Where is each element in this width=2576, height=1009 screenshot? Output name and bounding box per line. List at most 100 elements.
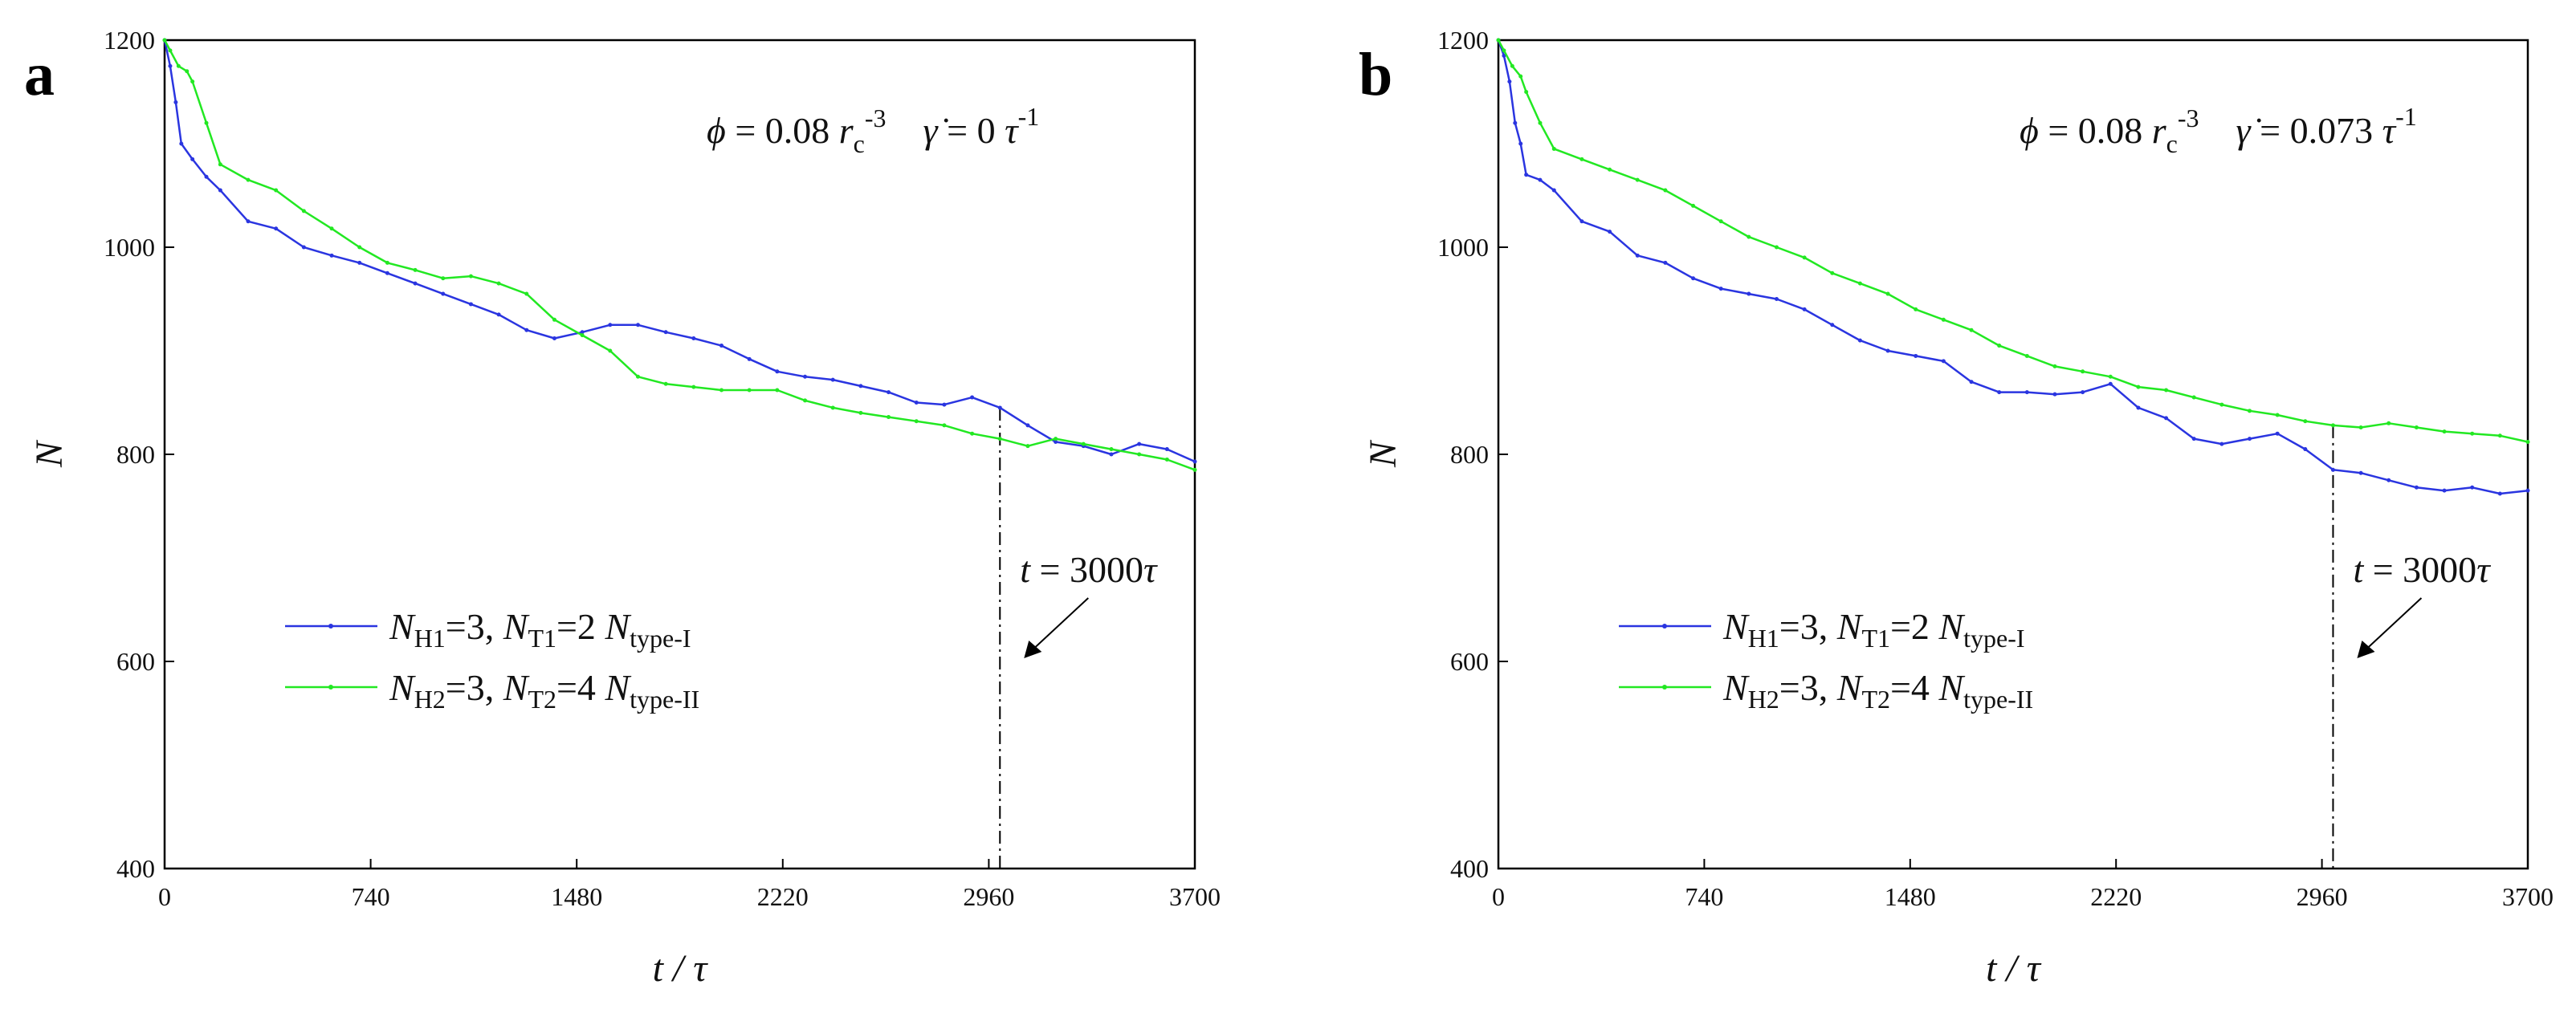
data-point [663,381,668,386]
data-point [2081,369,2085,374]
data-point [2330,423,2335,428]
legend-marker-1 [1662,624,1667,629]
data-point [2330,467,2335,472]
marker-arrow-head [2357,641,2375,658]
series-line-2 [163,39,1196,471]
data-point [1774,245,1779,250]
data-point [357,260,362,265]
data-point [2164,388,2169,393]
data-point [580,330,585,335]
x-tick-label: 740 [352,882,390,911]
data-point [580,333,585,338]
data-point [1137,441,1142,446]
data-point [274,226,279,231]
x-tick-label: 3700 [1169,882,1221,911]
data-point [914,401,919,405]
data-point [2470,431,2475,436]
x-tick-label: 0 [158,882,171,911]
data-point [524,328,529,332]
data-point [914,419,919,424]
legend-label-2: NH2=3, NT2=4 Ntype-II [1722,667,2033,714]
data-point [441,291,446,296]
data-point [887,390,891,395]
data-point [1857,281,1862,286]
data-point [1502,53,1506,58]
y-axis-label: N [1362,439,1404,468]
marker-arrow-head [1024,641,1042,658]
data-point [1109,447,1114,452]
data-point [1830,323,1835,328]
data-point [803,398,808,403]
x-tick-label: 2220 [757,882,809,911]
legend-marker-2 [1662,685,1667,690]
data-point [168,63,173,68]
data-point [2525,440,2530,445]
data-point [942,402,947,407]
data-point [1579,219,1584,224]
data-point [691,384,696,389]
x-axis-label: t / τ [1986,947,2042,990]
data-point [1054,440,1058,445]
legend-label-1: NH1=3, NT1=2 Ntype-I [389,606,691,653]
data-point [775,388,780,393]
data-point [1691,276,1696,281]
x-tick-label: 2960 [963,882,1014,911]
data-point [1538,120,1543,125]
data-point [2191,437,2196,441]
data-point [1857,338,1862,343]
data-point [1538,177,1543,182]
data-point [1802,307,1807,311]
data-point [1969,328,1974,332]
y-tick-label: 600 [116,647,155,676]
data-point [997,405,1002,410]
x-tick-label: 1480 [1885,882,1936,911]
y-tick-label: 800 [116,440,155,469]
data-point [413,267,418,272]
data-point [2081,390,2085,395]
data-point [1025,444,1030,449]
plot-frame [163,39,1196,870]
data-point [218,188,222,193]
data-point [1747,234,1751,239]
data-point [1663,260,1668,265]
data-point [274,188,279,193]
chart-panel-b: 0 740 1480 2220 2960 3700 400 600 800 1000 1200 t /… [1359,26,2554,990]
chart-panel-a: 0 740 1480 2220 2960 3700 400 600 800 1000 1200 t /… [24,26,1221,990]
data-point [357,245,362,250]
data-point [1524,90,1529,94]
data-point [2108,374,2113,379]
data-point [2303,419,2308,424]
data-point [691,336,696,341]
data-point [2024,353,2029,358]
marker-label: t = 3000τ [2353,549,2491,590]
data-point [608,323,613,328]
data-point [887,415,891,420]
plot-frame [1497,39,2529,870]
data-point [2052,364,2057,368]
data-point [2525,488,2530,493]
data-point [1997,344,2002,348]
data-point [185,69,190,74]
data-point [858,384,863,389]
data-point [1164,447,1169,452]
data-point [2442,429,2447,434]
data-point [830,405,835,410]
data-point [552,336,556,341]
legend-label-2: NH2=3, NT2=4 Ntype-II [389,667,699,714]
data-point [1502,48,1506,53]
data-point [2497,433,2502,438]
data-point [719,344,724,348]
data-point [468,302,473,307]
data-point [858,410,863,415]
data-point [2024,390,2029,395]
data-point [329,253,334,258]
data-point [2219,441,2224,446]
data-point [830,377,835,382]
data-point [1663,188,1668,193]
data-point [173,100,178,104]
data-point [663,330,668,335]
data-point [1885,291,1890,296]
series-line-2 [1497,39,2529,443]
data-point [2442,488,2447,493]
x-tick-label: 3700 [2502,882,2554,911]
